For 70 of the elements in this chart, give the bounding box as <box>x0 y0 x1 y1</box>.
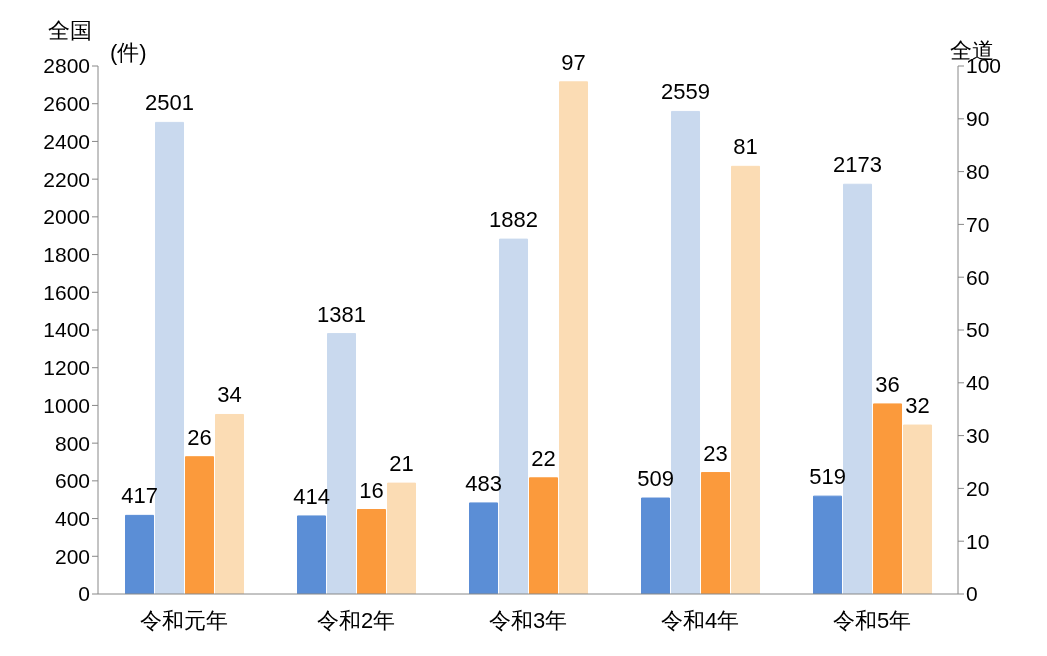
y-tick-label: 2600 <box>43 92 90 116</box>
data-label: 16 <box>359 477 384 503</box>
y-tick-label: 1400 <box>43 318 90 342</box>
data-label: 23 <box>703 440 728 466</box>
data-label: 417 <box>121 483 158 509</box>
bar <box>903 424 933 594</box>
bar <box>155 121 185 594</box>
bar <box>731 165 761 594</box>
x-tick-label: 令和2年 <box>316 607 396 633</box>
data-label: 32 <box>905 393 930 419</box>
data-label: 2501 <box>145 90 194 116</box>
bar <box>671 110 701 594</box>
data-label: 34 <box>217 382 242 408</box>
y-tick-label: 1600 <box>43 280 90 304</box>
y-tick-label: 800 <box>54 431 90 455</box>
y2-tick-label: 70 <box>966 212 990 236</box>
data-label: 21 <box>389 451 414 477</box>
y-tick-label: 2800 <box>43 54 90 78</box>
text: (件) <box>110 39 147 67</box>
bar <box>529 477 559 594</box>
data-label: 509 <box>637 466 674 492</box>
bar <box>843 183 873 594</box>
data-label: 2173 <box>833 152 882 178</box>
y-tick-label: 2200 <box>43 167 90 191</box>
data-label: 22 <box>531 445 556 471</box>
x-tick-label: 令和3年 <box>488 607 568 633</box>
x-tick-label: 令和4年 <box>660 607 740 633</box>
bar <box>215 413 245 594</box>
y2-tick-label: 90 <box>966 107 990 131</box>
y-tick-label: 1000 <box>43 393 90 417</box>
bar <box>297 515 327 594</box>
y2-tick-label: 60 <box>966 265 990 289</box>
data-label: 1882 <box>489 207 538 233</box>
bar <box>125 514 155 594</box>
y-tick-label: 400 <box>54 507 90 531</box>
data-label: 97 <box>561 49 586 75</box>
bar <box>559 81 589 594</box>
y-tick-label: 200 <box>54 544 90 568</box>
y2-tick-label: 30 <box>966 424 990 448</box>
data-label: 519 <box>809 464 846 490</box>
y2-tick-label: 0 <box>966 582 978 606</box>
data-label: 81 <box>733 134 758 160</box>
x-tick-label: 令和元年 <box>140 607 228 633</box>
y-tick-label: 2000 <box>43 205 90 229</box>
bar <box>701 472 731 594</box>
bar <box>357 509 387 594</box>
y-tick-label: 1800 <box>43 243 90 267</box>
data-label: 1381 <box>317 301 366 327</box>
data-label: 26 <box>187 424 212 450</box>
data-label: 2559 <box>661 79 710 105</box>
x-tick-label: 令和5年 <box>832 607 912 633</box>
y-tick-label: 2400 <box>43 129 90 153</box>
y-tick-label: 1200 <box>43 356 90 380</box>
y2-tick-label: 10 <box>966 529 990 553</box>
y-tick-label: 600 <box>54 469 90 493</box>
data-label: 414 <box>293 483 330 509</box>
y-axis-title: 全国 <box>48 17 92 45</box>
y2-tick-label: 20 <box>966 476 990 500</box>
y2-tick-label: 80 <box>966 160 990 184</box>
y-tick-label: 0 <box>78 582 90 606</box>
y2-tick-label: 40 <box>966 371 990 395</box>
bar <box>813 495 843 594</box>
bar <box>387 482 417 594</box>
y2-tick-label: 50 <box>966 318 990 342</box>
data-label: 483 <box>465 470 502 496</box>
bar <box>469 502 499 594</box>
bar <box>499 238 529 594</box>
bar <box>641 497 671 594</box>
bar <box>185 456 215 594</box>
data-label: 36 <box>875 371 900 397</box>
